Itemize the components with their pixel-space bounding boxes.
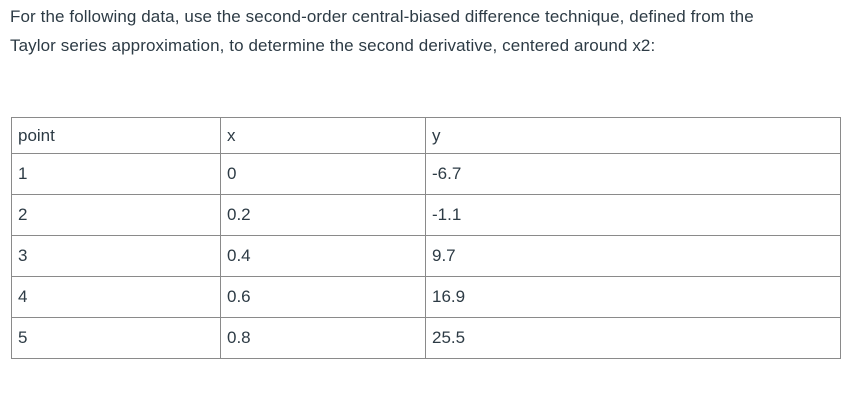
cell-point: 1 [11, 153, 221, 195]
cell-y: 25.5 [425, 317, 841, 359]
cell-y: -6.7 [425, 153, 841, 195]
table-row: 3 0.4 9.7 [11, 235, 841, 277]
cell-y: 16.9 [425, 276, 841, 318]
table-row: 5 0.8 25.5 [11, 317, 841, 359]
cell-x: 0 [220, 153, 426, 195]
table-row: 1 0 -6.7 [11, 153, 841, 195]
cell-x: 0.2 [220, 194, 426, 236]
table-header-row: point x y [11, 117, 841, 154]
cell-y: -1.1 [425, 194, 841, 236]
cell-point: 3 [11, 235, 221, 277]
cell-point: 5 [11, 317, 221, 359]
question-text: For the following data, use the second-o… [10, 2, 850, 60]
cell-point: 2 [11, 194, 221, 236]
table-row: 4 0.6 16.9 [11, 276, 841, 318]
column-header-point: point [11, 117, 221, 154]
cell-x: 0.4 [220, 235, 426, 277]
cell-x: 0.8 [220, 317, 426, 359]
cell-x: 0.6 [220, 276, 426, 318]
cell-y: 9.7 [425, 235, 841, 277]
column-header-y: y [425, 117, 841, 154]
table-row: 2 0.2 -1.1 [11, 194, 841, 236]
cell-point: 4 [11, 276, 221, 318]
column-header-x: x [220, 117, 426, 154]
question-line-2: Taylor series approximation, to determin… [10, 36, 656, 55]
question-line-1: For the following data, use the second-o… [10, 7, 754, 26]
data-table: point x y 1 0 -6.7 2 0.2 -1.1 3 0.4 9.7 … [11, 117, 841, 359]
